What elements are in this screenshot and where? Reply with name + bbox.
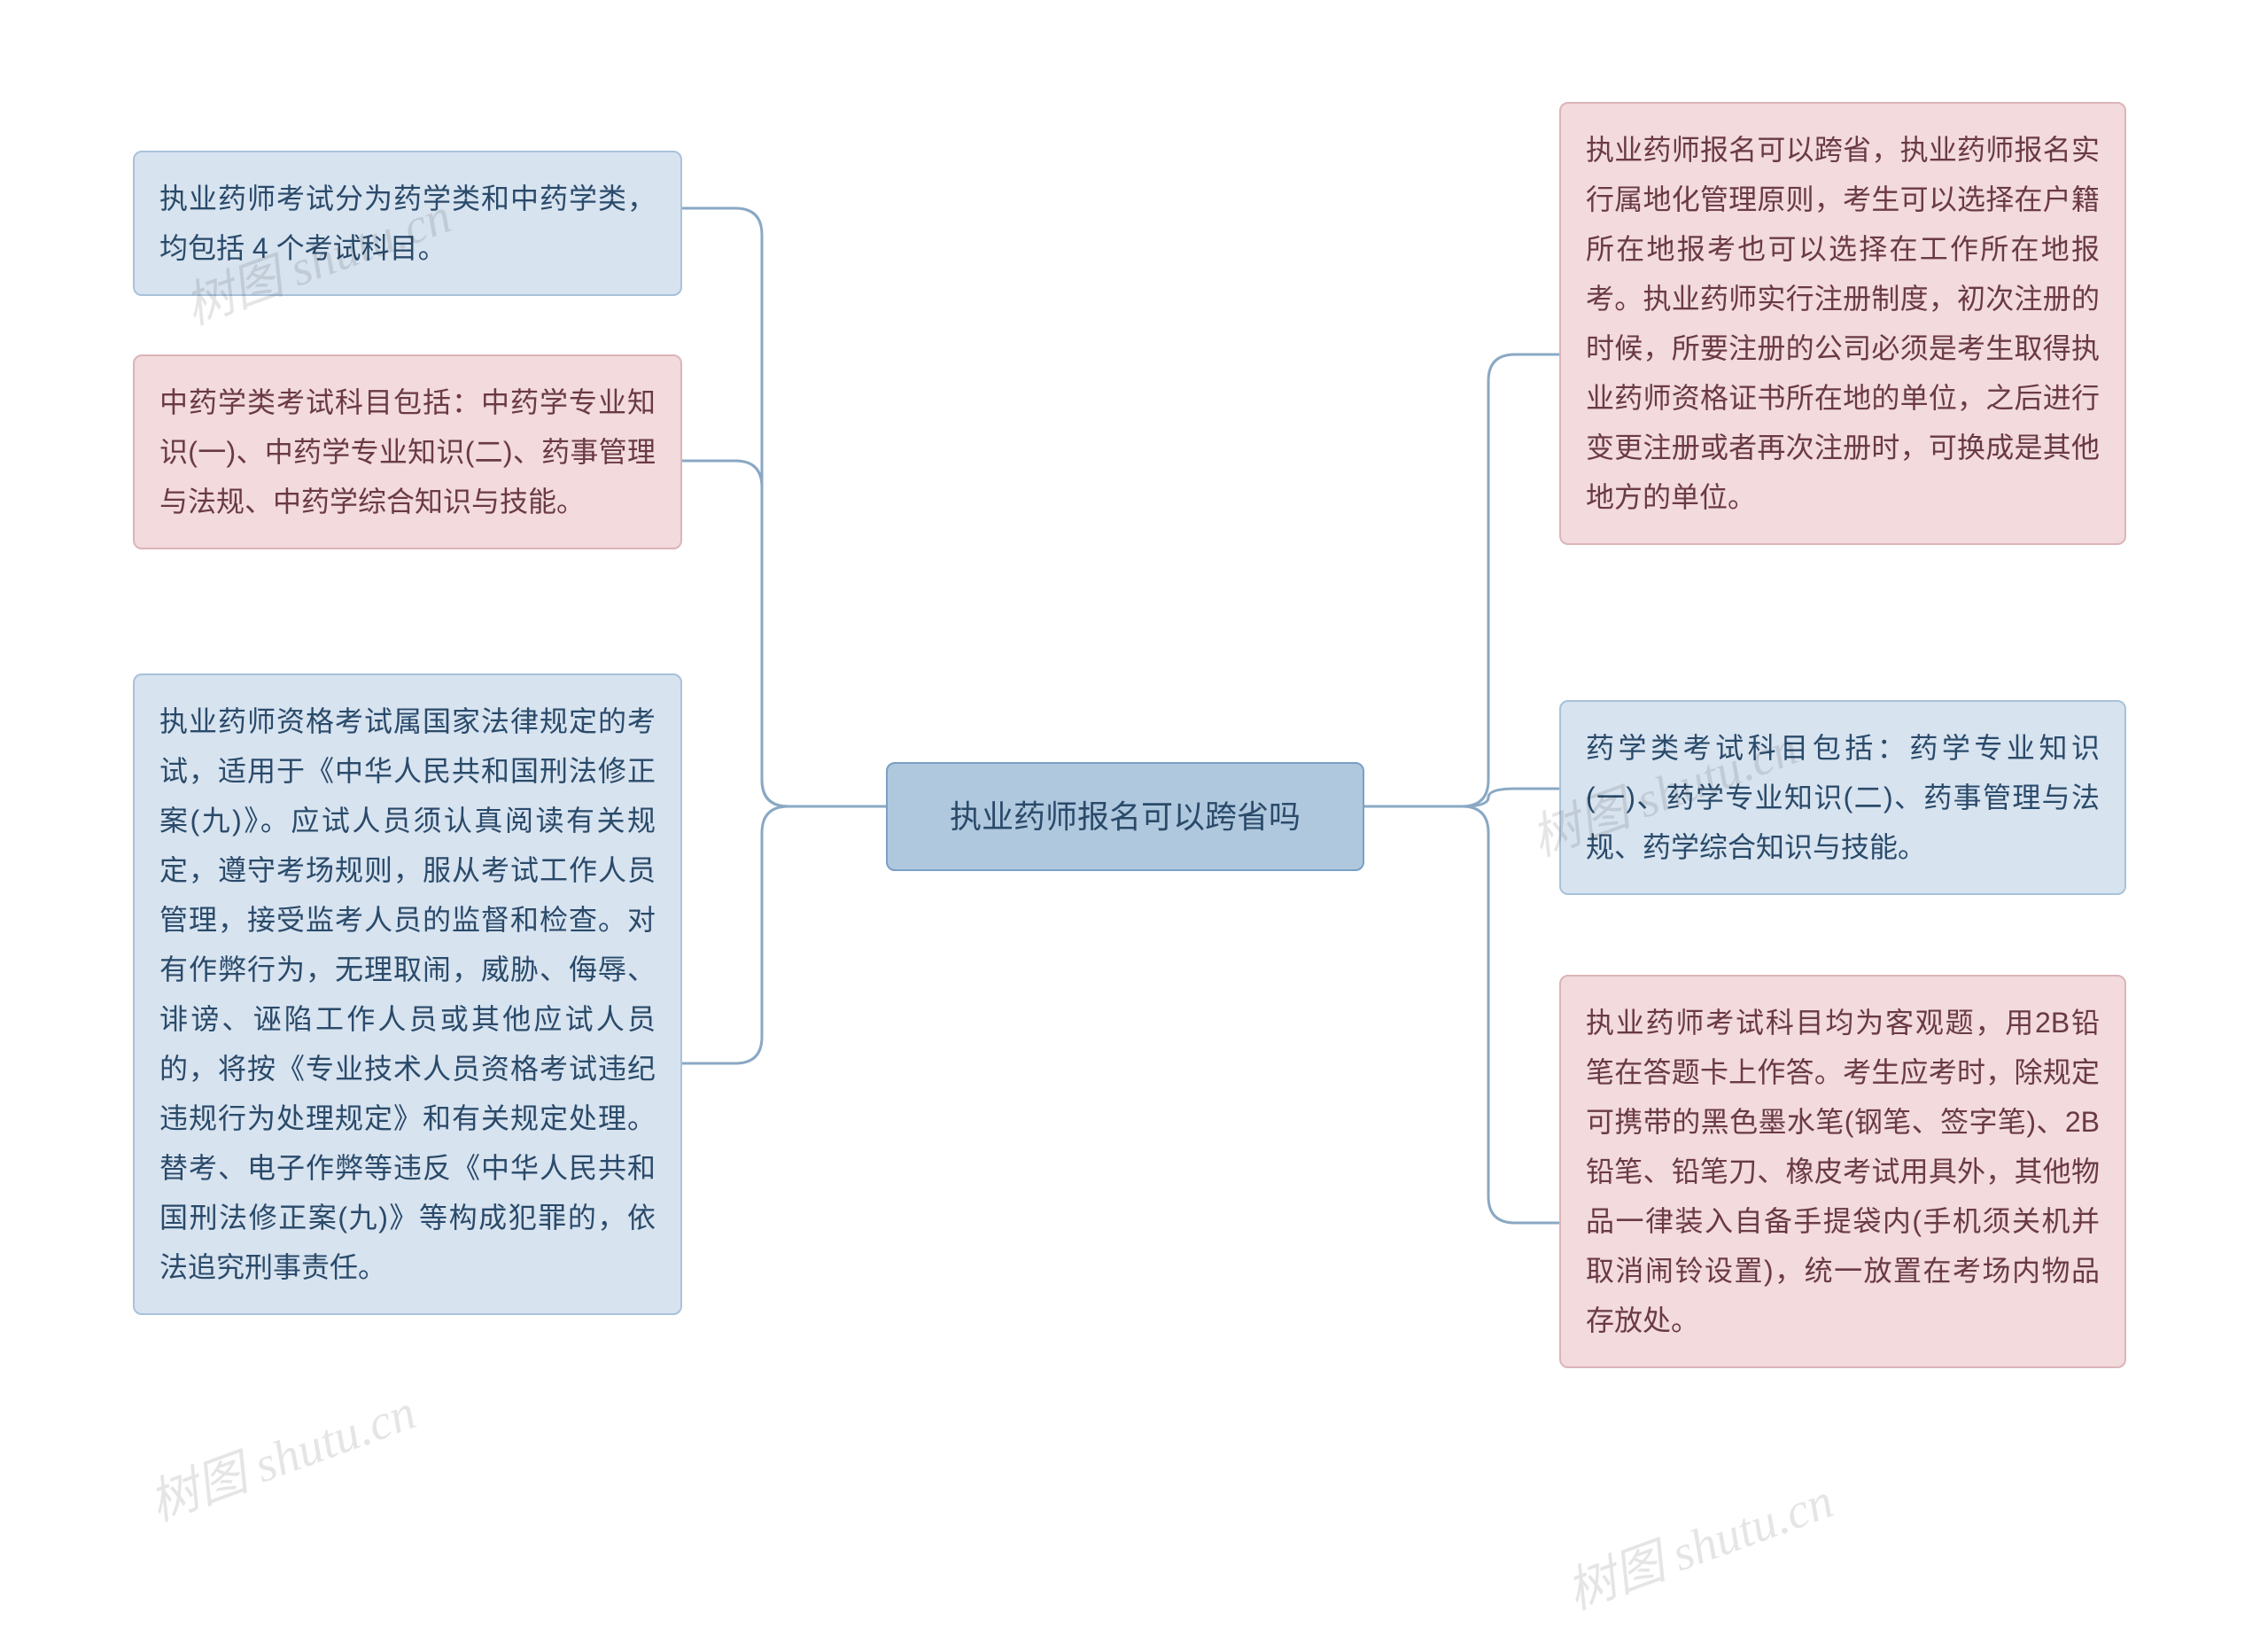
watermark: 树图 shutu.cn [1556,1461,1842,1624]
right-node-2[interactable]: 药学类考试科目包括：药学专业知识(一)、药学专业知识(二)、药事管理与法规、药学… [1559,700,2126,895]
edge-l3 [682,806,886,1063]
edge-r2 [1364,789,1559,806]
edge-l2 [682,461,886,806]
right-node-1[interactable]: 执业药师报名可以跨省，执业药师报名实行属地化管理原则，考生可以选择在户籍所在地报… [1559,102,2126,545]
left-node-2[interactable]: 中药学类考试科目包括：中药学专业知识(一)、中药学专业知识(二)、药事管理与法规… [133,354,682,549]
right-node-3[interactable]: 执业药师考试科目均为客观题，用2B铅笔在答题卡上作答。考生应考时，除规定可携带的… [1559,975,2126,1368]
left-node-1[interactable]: 执业药师考试分为药学类和中药学类，均包括 4 个考试科目。 [133,151,682,296]
left-node-3[interactable]: 执业药师资格考试属国家法律规定的考试，适用于《中华人民共和国刑法修正案(九)》。… [133,673,682,1315]
edge-r1 [1364,354,1559,806]
edge-r3 [1364,806,1559,1223]
watermark: 树图 shutu.cn [138,1373,424,1536]
mindmap-canvas: 执业药师报名可以跨省吗 执业药师考试分为药学类和中药学类，均包括 4 个考试科目… [0,0,2268,1650]
edge-l1 [682,208,886,806]
center-node[interactable]: 执业药师报名可以跨省吗 [886,762,1364,871]
